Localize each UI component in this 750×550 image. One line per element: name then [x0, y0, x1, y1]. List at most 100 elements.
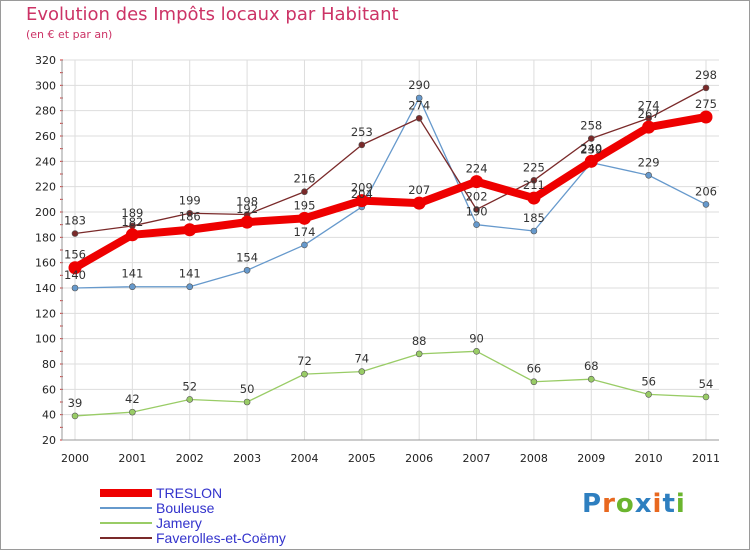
data-point [473, 206, 480, 213]
x-tick-label: 2011 [692, 452, 720, 465]
legend-label: Faverolles-et-Coëmy [156, 530, 286, 546]
data-point [527, 191, 541, 205]
data-label: 90 [469, 331, 484, 345]
y-tick-label: 20 [42, 434, 56, 447]
data-point [297, 211, 311, 225]
data-point [71, 412, 79, 420]
plot-area [62, 60, 719, 440]
data-label: 224 [466, 162, 488, 176]
data-point [584, 154, 598, 168]
data-label: 68 [584, 359, 599, 373]
x-tick-label: 2010 [635, 452, 663, 465]
proxiti-logo: Proxiti [582, 489, 686, 519]
series-line-3 [74, 87, 707, 235]
data-point [301, 370, 308, 378]
data-point [125, 228, 139, 242]
data-label: 274 [408, 98, 430, 112]
data-point [71, 284, 79, 292]
y-tick-label: 120 [35, 307, 56, 320]
y-tick-label: 160 [35, 257, 56, 270]
data-label: 225 [523, 160, 545, 174]
data-label: 216 [293, 172, 315, 186]
data-label: 88 [412, 334, 427, 348]
data-label: 174 [293, 225, 315, 239]
data-label: 202 [466, 189, 488, 203]
y-tick-label: 300 [35, 79, 56, 92]
series-line-2 [74, 350, 707, 417]
data-label: 141 [179, 267, 201, 281]
data-point [243, 398, 251, 406]
data-label: 195 [293, 198, 315, 212]
axes: 20 40 60 80 100 120 140 160 180 200 220 240 260 280 30… [35, 54, 720, 465]
y-tick-label: 60 [42, 383, 56, 396]
x-tick-label: 2006 [405, 452, 433, 465]
x-tick-label: 2009 [577, 452, 605, 465]
data-point [645, 171, 652, 179]
x-tick-label: 2003 [233, 452, 261, 465]
data-point [243, 266, 251, 274]
chart-title: Evolution des Impôts locaux par Habitant [26, 4, 399, 25]
data-label: 74 [354, 352, 369, 366]
y-tick-label: 40 [42, 409, 56, 422]
data-point [68, 261, 82, 275]
data-label: 190 [466, 205, 488, 219]
data-label: 229 [638, 155, 660, 169]
x-tick-label: 2001 [118, 452, 146, 465]
data-label: 52 [182, 379, 197, 393]
data-label: 198 [236, 195, 258, 209]
x-tick-label: 2004 [290, 452, 318, 465]
data-label: 204 [351, 187, 373, 201]
data-point [358, 368, 366, 375]
y-tick-label: 200 [35, 206, 56, 219]
y-tick-label: 140 [35, 282, 56, 295]
data-label: 209 [351, 181, 373, 195]
legend-label: Bouleuse [156, 500, 215, 516]
data-point [129, 283, 136, 291]
data-label: 154 [236, 250, 258, 264]
data-label: 182 [121, 215, 143, 229]
grid [62, 59, 719, 441]
x-tick-label: 2008 [520, 452, 548, 465]
data-point [183, 223, 197, 237]
data-label: 199 [179, 193, 201, 207]
y-tick-label: 320 [35, 54, 56, 67]
logo-letter: r [602, 489, 616, 519]
y-tick-label: 260 [35, 130, 56, 143]
data-point [186, 283, 194, 291]
data-point [415, 94, 423, 102]
data-label: 141 [121, 267, 143, 281]
x-tick-label: 2007 [463, 452, 491, 465]
data-point [470, 175, 484, 189]
data-label: 192 [236, 202, 258, 216]
data-label: 140 [64, 268, 86, 282]
data-label: 267 [638, 107, 660, 121]
data-label: 50 [240, 382, 255, 396]
data-point [473, 221, 480, 228]
logo-letter: t [662, 489, 676, 519]
x-tick-label: 2000 [61, 452, 89, 465]
data-label: 207 [408, 183, 430, 197]
data-point [587, 375, 595, 383]
data-point [415, 114, 423, 122]
data-label: 211 [523, 178, 545, 192]
y-tick-label: 100 [35, 333, 56, 346]
data-label: 206 [695, 184, 717, 198]
legend-label: Jamery [156, 515, 202, 531]
data-label: 183 [64, 214, 86, 228]
data-label: 186 [179, 210, 201, 224]
data-label: 274 [638, 98, 660, 112]
data-point [530, 177, 538, 184]
logo-letter: P [582, 489, 603, 519]
data-label: 239 [580, 143, 602, 157]
data-point [240, 215, 254, 229]
data-point [702, 201, 710, 208]
logo-letter: i [675, 489, 686, 519]
data-label: 298 [695, 68, 717, 82]
data-point [530, 378, 538, 386]
data-point [587, 135, 595, 142]
data-point [473, 348, 480, 355]
series-line-0 [73, 113, 707, 272]
data-point [645, 391, 652, 398]
data-point [186, 396, 194, 403]
